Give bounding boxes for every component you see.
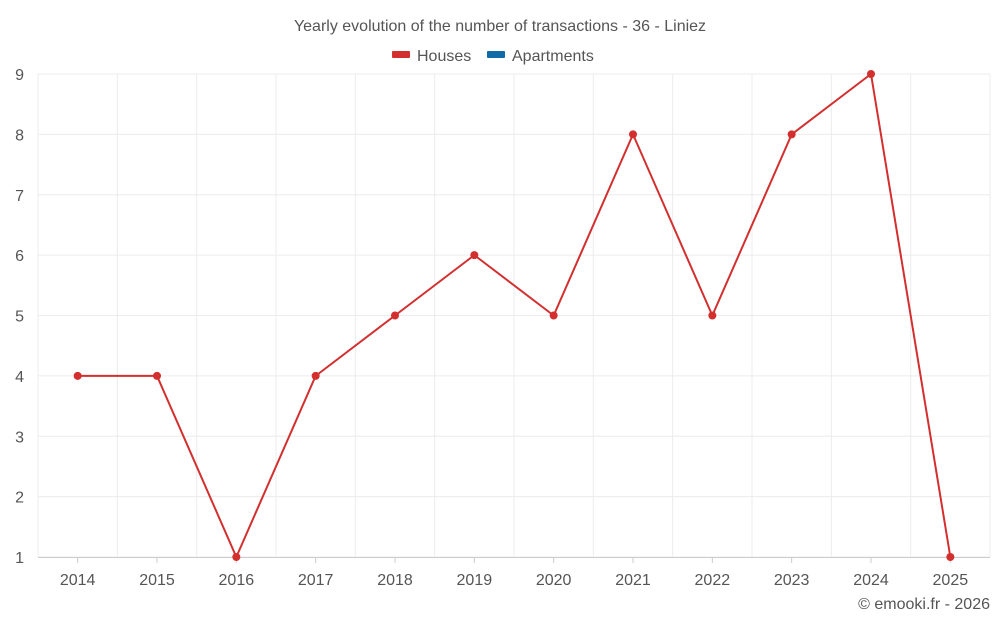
legend-label-apartments: Apartments — [512, 48, 594, 65]
houses-series-line — [77, 73, 952, 558]
legend-item-apartments[interactable]: Apartments — [487, 48, 594, 65]
houses-point-2015[interactable] — [153, 371, 161, 380]
x-tick-label-2015: 2015 — [139, 572, 175, 589]
y-tick-label: 5 — [15, 309, 24, 326]
legend-swatch-apartments — [487, 51, 505, 58]
x-axis-ticks: 2014 2015 2016 2017 2018 2019 2020 2021 2022 2023… — [60, 557, 968, 589]
y-axis-ticks: 1 2 3 4 5 6 7 8 9 — [15, 67, 24, 567]
houses-point-2020[interactable] — [549, 311, 558, 320]
houses-point-2023[interactable] — [787, 130, 796, 139]
houses-point-2025[interactable] — [946, 553, 955, 561]
y-tick-label: 4 — [15, 369, 24, 386]
houses-point-2014[interactable] — [73, 371, 82, 380]
x-tick-label-2025: 2025 — [933, 572, 969, 589]
houses-point-2022[interactable] — [708, 311, 717, 320]
x-tick-label-2017: 2017 — [298, 572, 334, 589]
houses-point-2017[interactable] — [311, 371, 320, 380]
y-tick-label: 8 — [15, 127, 24, 144]
x-tick-label-2016: 2016 — [219, 572, 255, 589]
houses-point-2024[interactable] — [867, 70, 875, 78]
houses-point-2019[interactable] — [470, 251, 479, 260]
houses-point-2021[interactable] — [629, 130, 637, 139]
x-tick-label-2024: 2024 — [853, 572, 889, 589]
y-tick-label: 2 — [15, 490, 24, 507]
x-tick-label-2021: 2021 — [615, 572, 651, 589]
legend-item-houses[interactable]: Houses — [392, 48, 471, 65]
x-tick-label-2022: 2022 — [695, 572, 731, 589]
houses-point-2018[interactable] — [391, 311, 399, 320]
grid — [37, 73, 991, 558]
x-tick-label-2019: 2019 — [457, 572, 493, 589]
y-tick-label: 7 — [15, 188, 24, 205]
x-tick-label-2020: 2020 — [536, 572, 572, 589]
legend-label-houses: Houses — [417, 48, 471, 65]
y-tick-label: 1 — [15, 550, 24, 567]
houses-point-2016[interactable] — [232, 553, 241, 561]
series-houses — [73, 70, 955, 561]
y-tick-label: 6 — [15, 248, 24, 265]
x-tick-label-2023: 2023 — [774, 572, 810, 589]
x-tick-label-2018: 2018 — [377, 572, 413, 589]
legend-swatch-houses — [392, 51, 410, 58]
chart-title: Yearly evolution of the number of transa… — [294, 18, 706, 35]
y-tick-label: 9 — [15, 67, 24, 84]
legend: Houses Apartments — [392, 48, 594, 65]
y-tick-label: 3 — [15, 429, 24, 446]
x-tick-label-2014: 2014 — [60, 572, 96, 589]
credit-text: © emooki.fr - 2026 — [858, 596, 990, 613]
